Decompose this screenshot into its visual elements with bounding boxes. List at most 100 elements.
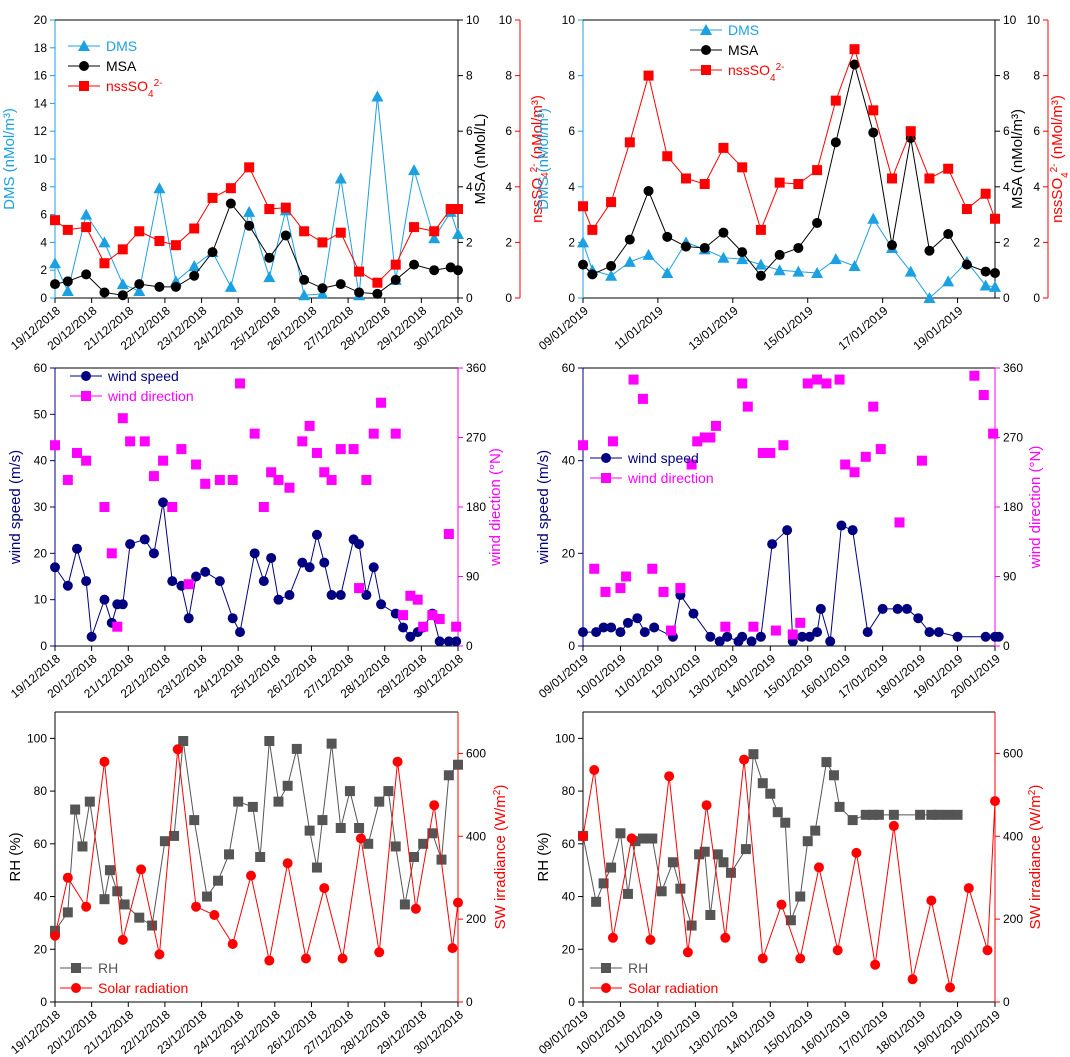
legend-marker (700, 24, 712, 35)
data-point (924, 627, 935, 638)
data-point (170, 240, 181, 251)
data-point (172, 744, 183, 755)
data-point (737, 162, 748, 173)
data-point (812, 627, 823, 638)
data-point (348, 444, 359, 455)
data-point (50, 930, 60, 941)
data-point (793, 242, 804, 253)
legend-marker (78, 40, 90, 51)
x-tick-label: 11/01/2019 (612, 303, 667, 352)
data-point (50, 215, 60, 226)
data-point (311, 529, 322, 540)
data-point (326, 590, 337, 601)
data-point (319, 557, 330, 568)
data-point (963, 883, 974, 894)
data-point (98, 236, 111, 248)
data-point (643, 70, 654, 81)
data-point (943, 809, 954, 820)
legend-label: wind speed (627, 450, 699, 466)
data-point (243, 205, 256, 217)
data-point (804, 631, 815, 642)
legend-marker (81, 391, 91, 401)
data-point (589, 563, 600, 574)
data-point (148, 548, 159, 559)
data-point (990, 267, 1000, 278)
data-point (207, 192, 218, 203)
data-point (615, 583, 626, 594)
data-point (326, 738, 337, 749)
series-0 (578, 520, 1004, 647)
data-point (577, 236, 589, 248)
data-point (894, 517, 905, 528)
left-tick-label: 10 (562, 13, 576, 27)
right-tick-label: 6 (466, 124, 473, 138)
data-point (587, 224, 598, 235)
data-point (793, 179, 804, 190)
data-point (969, 370, 980, 381)
data-point (200, 566, 211, 577)
right-axis-title: SW irradiance (W/m2) (1027, 785, 1045, 930)
left-tick-label: 80 (34, 784, 48, 798)
data-point (258, 576, 269, 587)
chart-p2: 09/01/2019 11/01/2019 13/01/2019 15/01/2019… (535, 13, 1070, 353)
chart-p6: 09/01/201910/01/201911/01/201912/01/2019… (535, 711, 1045, 1057)
x-tick-label: 17/01/2019 (836, 303, 891, 353)
data-point (587, 269, 598, 280)
data-point (812, 165, 823, 176)
data-point (718, 857, 729, 868)
data-point (81, 455, 92, 466)
data-point (847, 815, 858, 826)
right2-axis-title: nssSO42- (nMol/m³) (529, 95, 551, 223)
right2-tick-label: 6 (1033, 124, 1040, 138)
data-point (623, 255, 636, 267)
data-point (740, 844, 751, 855)
left-tick-label: 0 (40, 995, 47, 1009)
data-point (264, 955, 275, 966)
data-point (717, 251, 730, 263)
series-1 (50, 744, 463, 966)
data-point (412, 594, 423, 605)
series-2 (50, 162, 463, 288)
right-axis-title: wind direction (°N) (1027, 446, 1044, 570)
data-point (284, 590, 295, 601)
data-point (868, 105, 879, 116)
data-point (755, 224, 766, 235)
data-point (952, 809, 963, 820)
left-tick-label: 40 (562, 890, 576, 904)
data-point (372, 288, 383, 299)
data-point (99, 894, 110, 905)
data-point (647, 563, 658, 574)
data-point (904, 265, 917, 277)
x-tick-label: 15/01/2019 (761, 303, 816, 353)
legend-label: DMS (728, 22, 759, 38)
data-point (847, 525, 858, 536)
data-point (213, 875, 224, 886)
data-point (49, 257, 61, 269)
series-line (583, 524, 999, 643)
data-point (452, 228, 464, 240)
data-point (990, 213, 1000, 224)
data-point (235, 378, 246, 389)
data-point (815, 603, 826, 614)
data-point (50, 562, 60, 573)
data-point (202, 891, 213, 902)
data-point (344, 786, 355, 797)
right-tick-label: 0 (1003, 995, 1010, 1009)
data-point (188, 260, 201, 272)
left-tick-label: 100 (27, 731, 47, 745)
legend-label: nssSO42- (728, 62, 784, 84)
data-point (725, 867, 736, 878)
right-tick-label: 270 (466, 431, 486, 445)
data-point (926, 895, 937, 906)
data-point (453, 265, 463, 276)
data-point (304, 420, 315, 431)
data-point (410, 903, 421, 914)
data-point (81, 576, 92, 587)
left-tick-label: 80 (562, 784, 576, 798)
data-point (887, 173, 897, 184)
data-point (227, 474, 238, 485)
data-point (354, 539, 365, 550)
data-point (868, 127, 879, 138)
data-point (209, 910, 220, 920)
series-0 (49, 90, 464, 301)
